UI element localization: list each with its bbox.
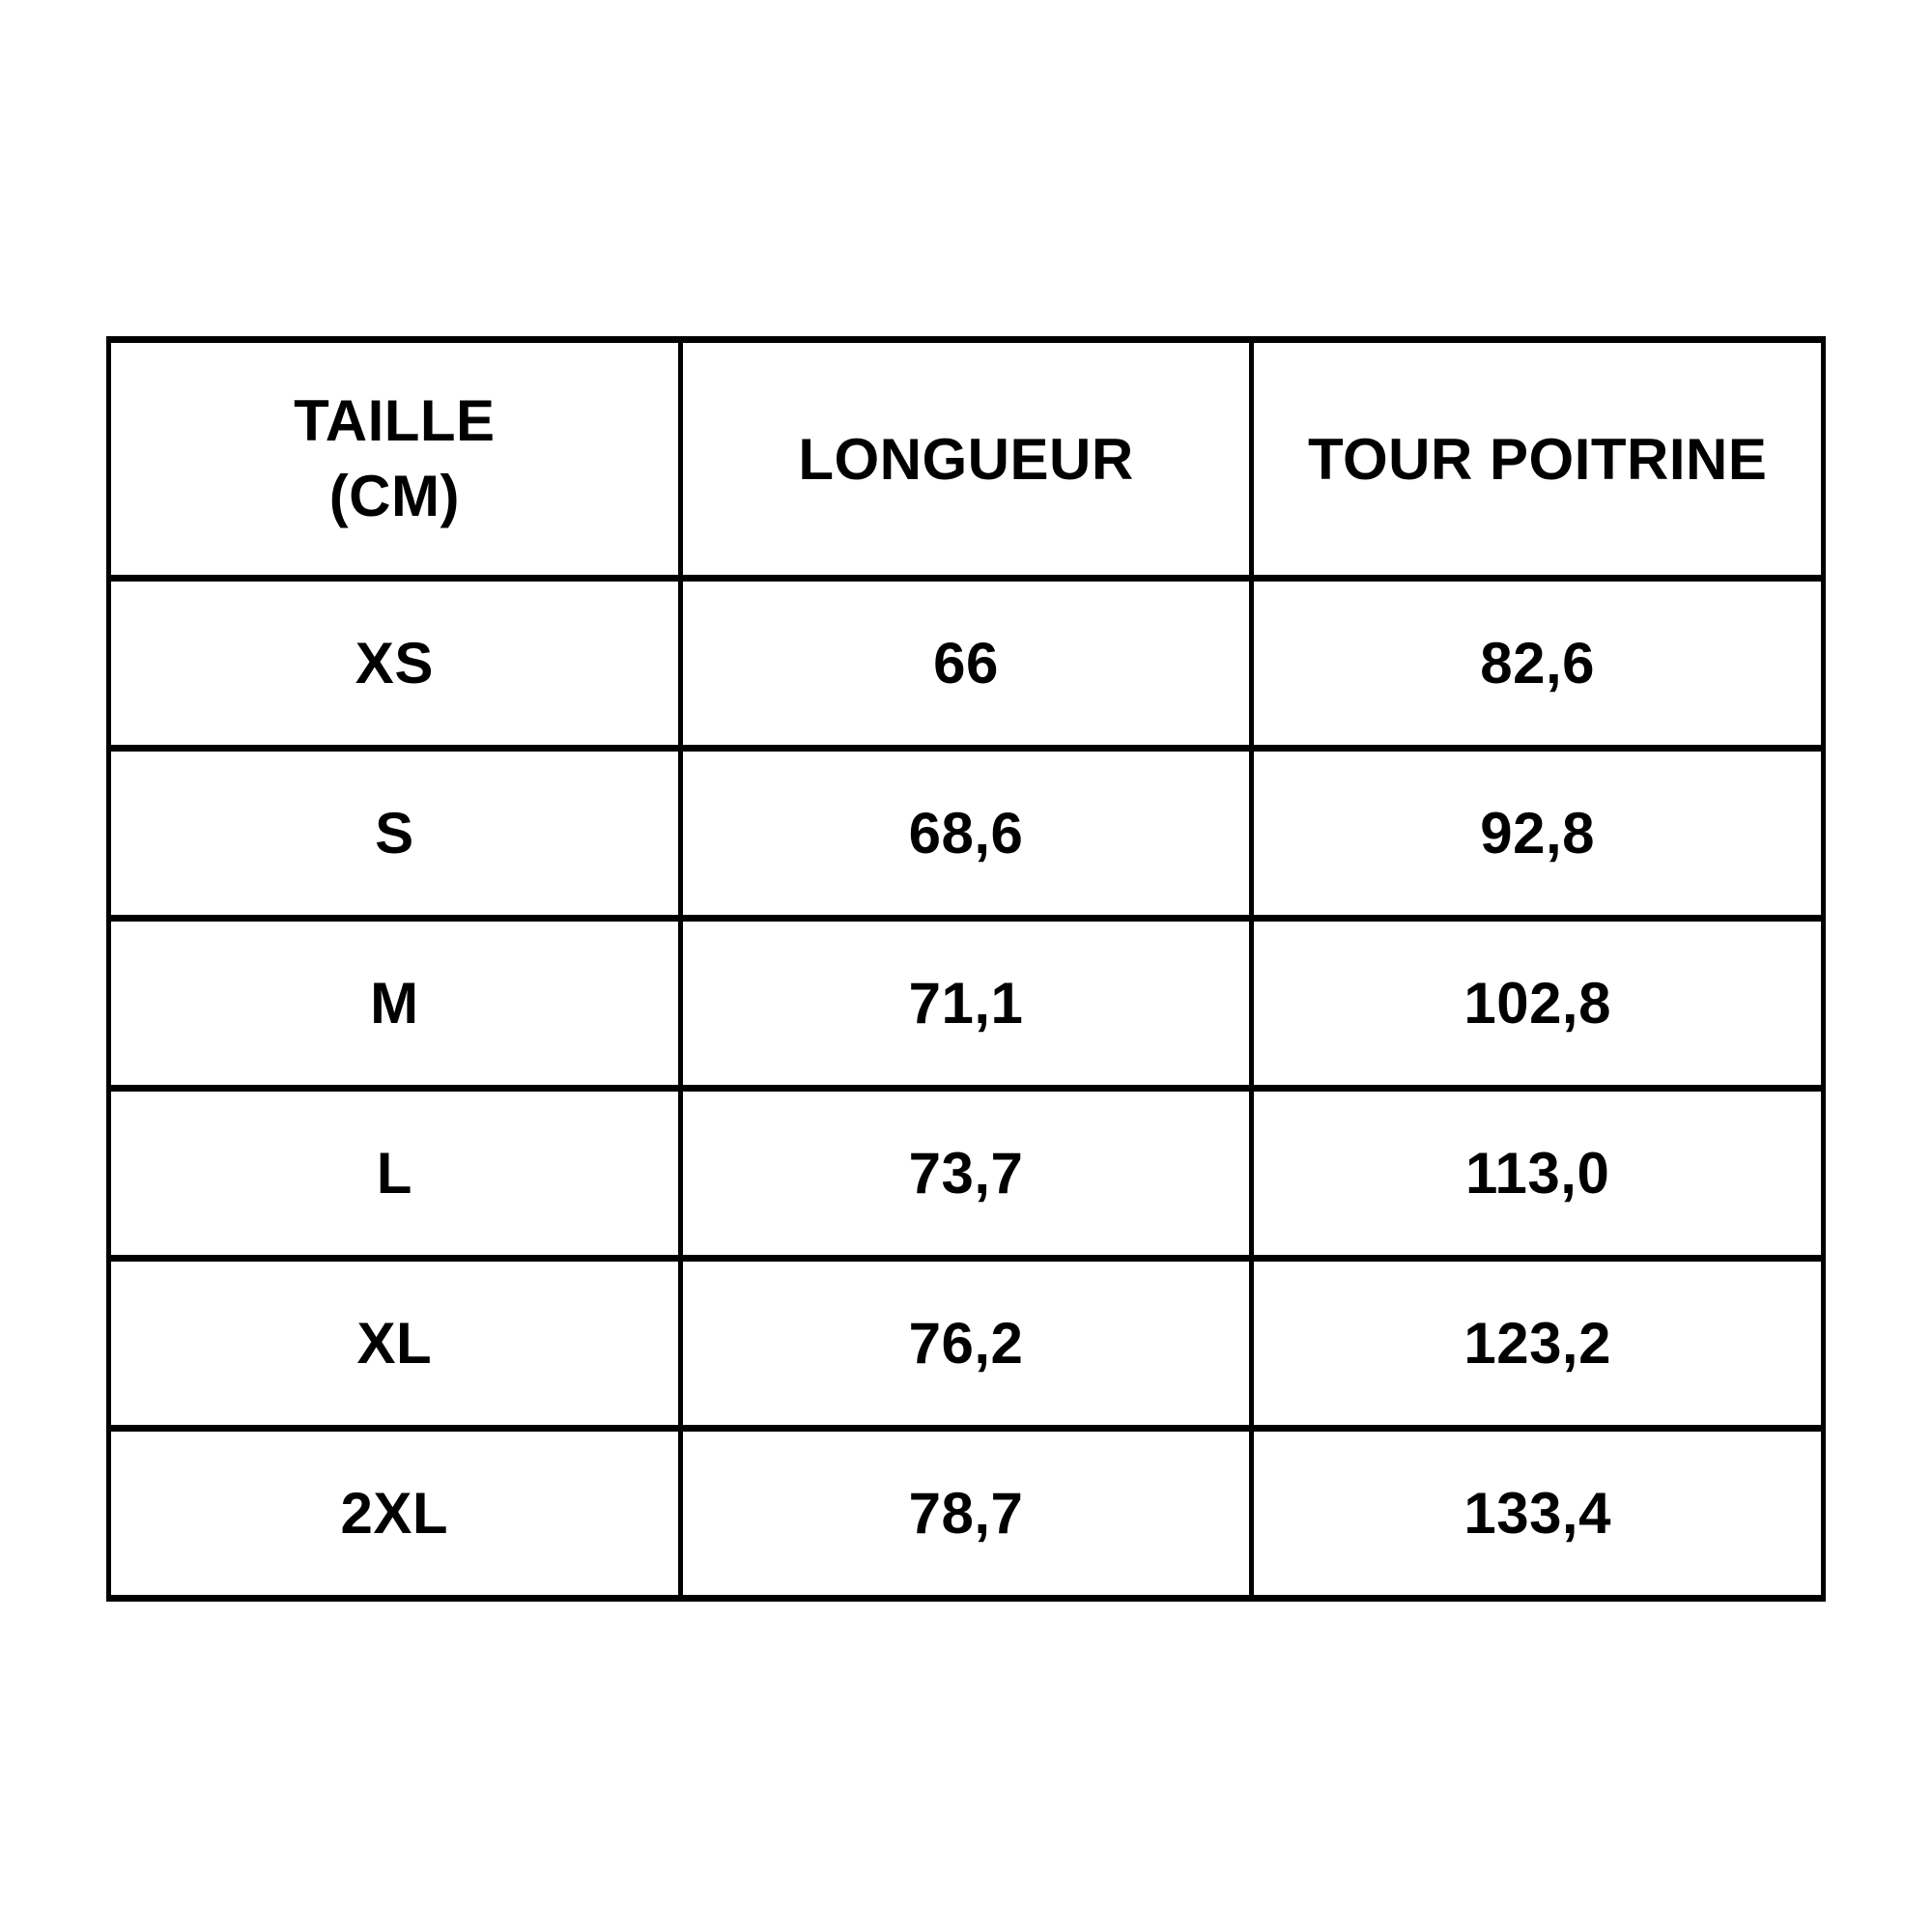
longueur-cell: 76,2 bbox=[677, 1255, 1255, 1432]
table-row-s: S 68,6 92,8 bbox=[106, 745, 1826, 922]
size-chart-body: XS 66 82,6 S 68,6 92,8 M 71,1 102,8 L 73… bbox=[106, 575, 1826, 1602]
table-row-xs: XS 66 82,6 bbox=[106, 575, 1826, 752]
table-row-xl: XL 76,2 123,2 bbox=[106, 1255, 1826, 1432]
size-chart-header: TAILLE (CM) LONGUEUR TOUR POITRINE bbox=[106, 336, 1826, 582]
tour-poitrine-cell: 113,0 bbox=[1249, 1085, 1826, 1262]
table-row-l: L 73,7 113,0 bbox=[106, 1085, 1826, 1262]
table-row-2xl: 2XL 78,7 133,4 bbox=[106, 1425, 1826, 1602]
tour-poitrine-cell: 123,2 bbox=[1249, 1255, 1826, 1432]
col-header-taille-line1: TAILLE bbox=[294, 388, 496, 453]
taille-cell: S bbox=[106, 745, 683, 922]
col-header-tour-poitrine: TOUR POITRINE bbox=[1249, 336, 1826, 582]
tour-poitrine-cell: 133,4 bbox=[1249, 1425, 1826, 1602]
tour-poitrine-cell: 82,6 bbox=[1249, 575, 1826, 752]
taille-cell: XL bbox=[106, 1255, 683, 1432]
col-header-taille: TAILLE (CM) bbox=[106, 336, 683, 582]
longueur-cell: 78,7 bbox=[677, 1425, 1255, 1602]
taille-cell: M bbox=[106, 915, 683, 1092]
longueur-cell: 66 bbox=[677, 575, 1255, 752]
col-header-longueur: LONGUEUR bbox=[677, 336, 1255, 582]
table-row-m: M 71,1 102,8 bbox=[106, 915, 1826, 1092]
taille-cell: L bbox=[106, 1085, 683, 1262]
taille-cell: XS bbox=[106, 575, 683, 752]
col-header-taille-line2: (CM) bbox=[328, 464, 460, 528]
tour-poitrine-cell: 92,8 bbox=[1249, 745, 1826, 922]
taille-cell: 2XL bbox=[106, 1425, 683, 1602]
size-chart-table: TAILLE (CM) LONGUEUR TOUR POITRINE XS 66… bbox=[106, 336, 1826, 1602]
tour-poitrine-cell: 102,8 bbox=[1249, 915, 1826, 1092]
header-row: TAILLE (CM) LONGUEUR TOUR POITRINE bbox=[106, 336, 1826, 582]
longueur-cell: 68,6 bbox=[677, 745, 1255, 922]
longueur-cell: 71,1 bbox=[677, 915, 1255, 1092]
longueur-cell: 73,7 bbox=[677, 1085, 1255, 1262]
